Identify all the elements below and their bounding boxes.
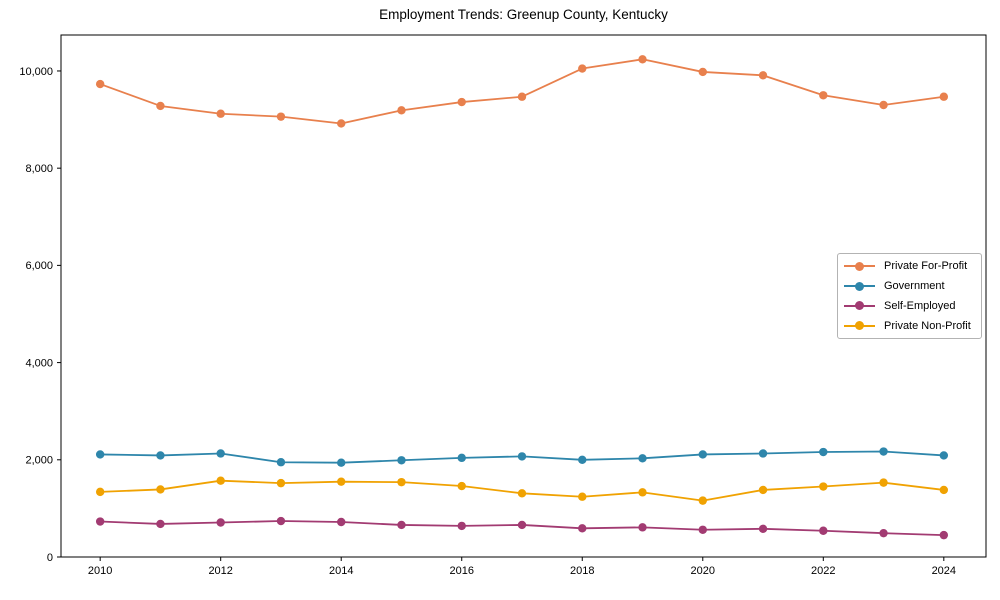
data-point-marker-self-employed: [337, 517, 346, 527]
y-axis-tick-label: 2,000: [25, 455, 53, 467]
legend-line-marker-icon: [844, 301, 875, 311]
data-point-marker-self-employed: [216, 518, 225, 527]
data-point-marker-self-employed: [578, 524, 587, 533]
data-point-marker-private-non-profit: [337, 477, 346, 486]
data-point-marker-self-employed: [457, 521, 466, 531]
legend-label: Private Non-Profit: [884, 319, 971, 332]
data-point-marker-private-non-profit: [457, 481, 466, 491]
legend-line-marker-icon: [844, 261, 875, 271]
data-point-marker-private-for-profit: [95, 79, 105, 89]
data-point-marker-self-employed: [879, 528, 888, 538]
legend-item-private-for-profit: Private For-Profit: [844, 258, 975, 275]
data-point-marker-government: [457, 453, 466, 463]
data-point-marker-government: [578, 455, 587, 464]
data-point-marker-government: [939, 451, 949, 460]
data-point-marker-government: [879, 447, 888, 456]
legend-line-marker-icon: [844, 281, 875, 291]
data-point-marker-self-employed: [95, 517, 105, 526]
data-point-marker-private-non-profit: [758, 485, 768, 495]
data-point-marker-private-non-profit: [156, 485, 165, 494]
data-point-marker-government: [819, 447, 828, 457]
data-point-marker-private-non-profit: [216, 476, 225, 485]
data-point-marker-government: [156, 451, 165, 460]
data-point-marker-private-non-profit: [879, 478, 888, 487]
data-point-marker-government: [397, 456, 406, 465]
data-point-marker-government: [95, 450, 105, 459]
data-point-marker-self-employed: [517, 520, 527, 530]
data-point-marker-private-non-profit: [578, 492, 587, 501]
data-point-marker-private-for-profit: [638, 55, 647, 64]
y-axis-tick-label: 0: [47, 552, 53, 564]
y-axis-tick-label: 6,000: [25, 260, 53, 272]
data-point-marker-government: [758, 449, 768, 458]
legend-label: Private For-Profit: [884, 260, 968, 273]
chart-title: Employment Trends: Greenup County, Kentu…: [379, 7, 668, 22]
data-point-marker-government: [517, 452, 527, 461]
data-point-marker-private-for-profit: [216, 109, 225, 118]
data-point-marker-government: [337, 458, 346, 467]
data-point-marker-private-for-profit: [337, 119, 346, 128]
x-axis-tick-label: 2012: [208, 565, 232, 577]
series-line-private-for-profit: [99, 58, 944, 125]
data-point-marker-self-employed: [276, 516, 286, 526]
data-point-marker-private-non-profit: [95, 487, 105, 497]
data-point-marker-government: [638, 454, 647, 463]
data-point-marker-self-employed: [819, 526, 828, 535]
data-point-marker-government: [276, 458, 286, 467]
data-point-marker-private-non-profit: [939, 485, 949, 495]
legend-item-self-employed: Self-Employed: [844, 298, 975, 315]
x-axis-tick-label: 2016: [449, 565, 473, 577]
data-point-marker-private-for-profit: [758, 71, 768, 80]
data-point-marker-self-employed: [698, 525, 707, 534]
legend-line-marker-icon: [844, 321, 875, 331]
legend: Private For-Profit Government Self-Emplo…: [837, 253, 982, 339]
data-point-marker-private-for-profit: [457, 97, 466, 107]
y-axis-tick-label: 4,000: [25, 357, 53, 369]
data-point-marker-private-non-profit: [517, 489, 527, 498]
data-point-marker-private-for-profit: [156, 101, 165, 111]
data-point-marker-self-employed: [939, 530, 949, 540]
data-point-marker-private-for-profit: [819, 91, 828, 100]
x-axis-tick-label: 2014: [329, 565, 353, 577]
data-point-marker-private-for-profit: [939, 92, 949, 101]
plot-border: [60, 34, 987, 558]
data-point-marker-self-employed: [638, 523, 647, 532]
data-point-marker-private-for-profit: [578, 64, 587, 73]
data-point-marker-private-for-profit: [276, 112, 286, 121]
y-axis-tick-label: 10,000: [19, 66, 53, 78]
data-point-marker-private-non-profit: [819, 482, 828, 491]
y-axis-tick-label: 8,000: [25, 163, 53, 175]
data-point-marker-government: [216, 449, 225, 458]
legend-item-government: Government: [844, 278, 975, 295]
data-point-marker-private-for-profit: [879, 100, 888, 110]
data-point-marker-private-non-profit: [276, 478, 286, 488]
data-point-marker-government: [698, 450, 707, 459]
legend-item-private-non-profit: Private Non-Profit: [844, 317, 975, 334]
data-point-marker-self-employed: [156, 519, 165, 529]
data-point-marker-private-non-profit: [638, 488, 647, 497]
legend-label: Government: [884, 280, 945, 293]
x-axis-tick-label: 2024: [932, 565, 956, 577]
x-axis-tick-label: 2010: [88, 565, 112, 577]
data-point-marker-private-for-profit: [698, 67, 707, 77]
x-axis-tick-label: 2018: [570, 565, 594, 577]
data-point-marker-self-employed: [397, 520, 406, 530]
data-point-marker-private-for-profit: [397, 106, 406, 115]
data-point-marker-self-employed: [758, 524, 768, 534]
legend-label: Self-Employed: [884, 299, 956, 312]
x-axis-tick-label: 2020: [691, 565, 715, 577]
x-axis-tick-label: 2022: [811, 565, 835, 577]
data-point-marker-private-non-profit: [698, 496, 707, 505]
data-point-marker-private-for-profit: [517, 92, 527, 101]
data-point-marker-private-non-profit: [397, 477, 406, 487]
